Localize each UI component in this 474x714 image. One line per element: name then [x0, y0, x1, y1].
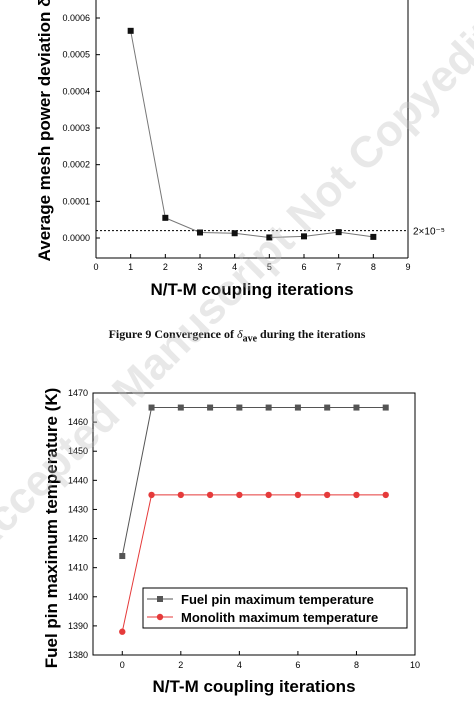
chart-temperature: 0 2 4 6 8 10 1380 1390 1400 1410 1420 1430 1440 1450 1… [42, 388, 420, 696]
data-point [323, 491, 331, 499]
legend-swatch-marker [156, 613, 164, 621]
data-point [177, 491, 185, 499]
y-tick-label: 1440 [68, 475, 88, 485]
data-point [236, 404, 243, 411]
caption-subscript: ave [242, 333, 258, 345]
x-tick-label: 6 [295, 660, 300, 670]
legend-label: Monolith maximum temperature [181, 610, 378, 625]
data-point [236, 491, 243, 499]
y-tick-label: 1380 [68, 650, 88, 660]
y-tick-label: 1430 [68, 504, 88, 514]
x-tick-label: 9 [405, 262, 410, 272]
y-tick-label: 0.0003 [62, 123, 90, 133]
y-axis-title: Average mesh power deviation δ [35, 0, 54, 261]
data-point [370, 233, 377, 240]
data-point [127, 27, 134, 34]
legend: Fuel pin maximum temperature Monolith max… [142, 587, 408, 629]
caption-prefix: Figure 9 Convergence of [108, 327, 235, 341]
x-tick-label: 6 [301, 262, 306, 272]
caption-symbol: δ [237, 327, 243, 341]
x-tick-label: 4 [232, 262, 237, 272]
data-point [265, 404, 272, 411]
plot-frame [92, 392, 416, 656]
x-tick-label: 10 [410, 660, 420, 670]
data-point [266, 234, 273, 241]
data-point [119, 553, 126, 560]
y-axis-title: Fuel pin maximum temperature (K) [42, 388, 61, 669]
legend-label: Fuel pin maximum temperature [181, 592, 374, 607]
y-tick-label: 0.0004 [62, 86, 90, 96]
data-point [301, 233, 307, 240]
chart-power-deviation: 0 1 2 3 4 5 6 7 8 9 0.0000 0.0001 0.0002 0.0003 0.0004… [35, 0, 445, 299]
data-point [148, 491, 155, 499]
x-tick-label: 0 [93, 262, 98, 272]
data-point [335, 229, 342, 236]
series-line [130, 30, 374, 238]
data-point [294, 491, 302, 499]
data-point [177, 404, 184, 411]
data-point [353, 404, 360, 411]
x-tick-label: 2 [163, 262, 168, 272]
data-point [382, 404, 389, 411]
y-tick-label: 0.0005 [62, 50, 90, 60]
y-tick-label: 0.0006 [62, 13, 90, 23]
y-tick-label: 0.0000 [62, 233, 90, 243]
data-point [206, 491, 214, 499]
series-line [121, 407, 386, 557]
y-tick-label: 1400 [68, 592, 88, 602]
data-point [197, 229, 203, 236]
figure-caption: Figure 9 Convergence of δave during the … [0, 327, 474, 344]
data-point [231, 230, 238, 237]
x-tick-label: 8 [371, 262, 376, 272]
y-tick-label: 1420 [68, 534, 88, 544]
y-tick-label: 0.0001 [62, 196, 90, 206]
x-tick-label: 8 [354, 660, 359, 670]
y-tick-label: 1450 [68, 446, 88, 456]
x-tick-label: 5 [267, 262, 272, 272]
x-tick-label: 4 [237, 660, 242, 670]
y-tick-label: 1390 [68, 621, 88, 631]
data-point [119, 628, 126, 635]
x-tick-label: 1 [128, 262, 133, 272]
x-tick-label: 7 [336, 262, 341, 272]
data-point [265, 491, 272, 499]
data-point [324, 404, 331, 411]
reference-line-label: 2×10⁻⁵ [413, 227, 445, 238]
data-point [382, 491, 389, 499]
data-point [294, 404, 301, 411]
series-line [121, 494, 386, 632]
y-tick-label: 1470 [68, 388, 88, 398]
data-point [162, 214, 169, 221]
y-tick-label: 1460 [68, 417, 88, 427]
y-tick-label: 1410 [68, 563, 88, 573]
x-tick-label: 2 [178, 660, 183, 670]
data-point [353, 491, 360, 499]
y-tick-label: 0.0002 [62, 160, 90, 170]
x-tick-label: 0 [120, 660, 125, 670]
legend-box [142, 587, 408, 629]
data-point [148, 404, 155, 411]
legend-swatch-marker [157, 596, 163, 602]
x-axis-title: N/T-M coupling iterations [150, 280, 353, 299]
x-tick-label: 3 [197, 262, 202, 272]
caption-suffix: during the iterations [260, 327, 366, 341]
data-point [207, 404, 214, 411]
x-axis-title: N/T-M coupling iterations [152, 677, 355, 696]
